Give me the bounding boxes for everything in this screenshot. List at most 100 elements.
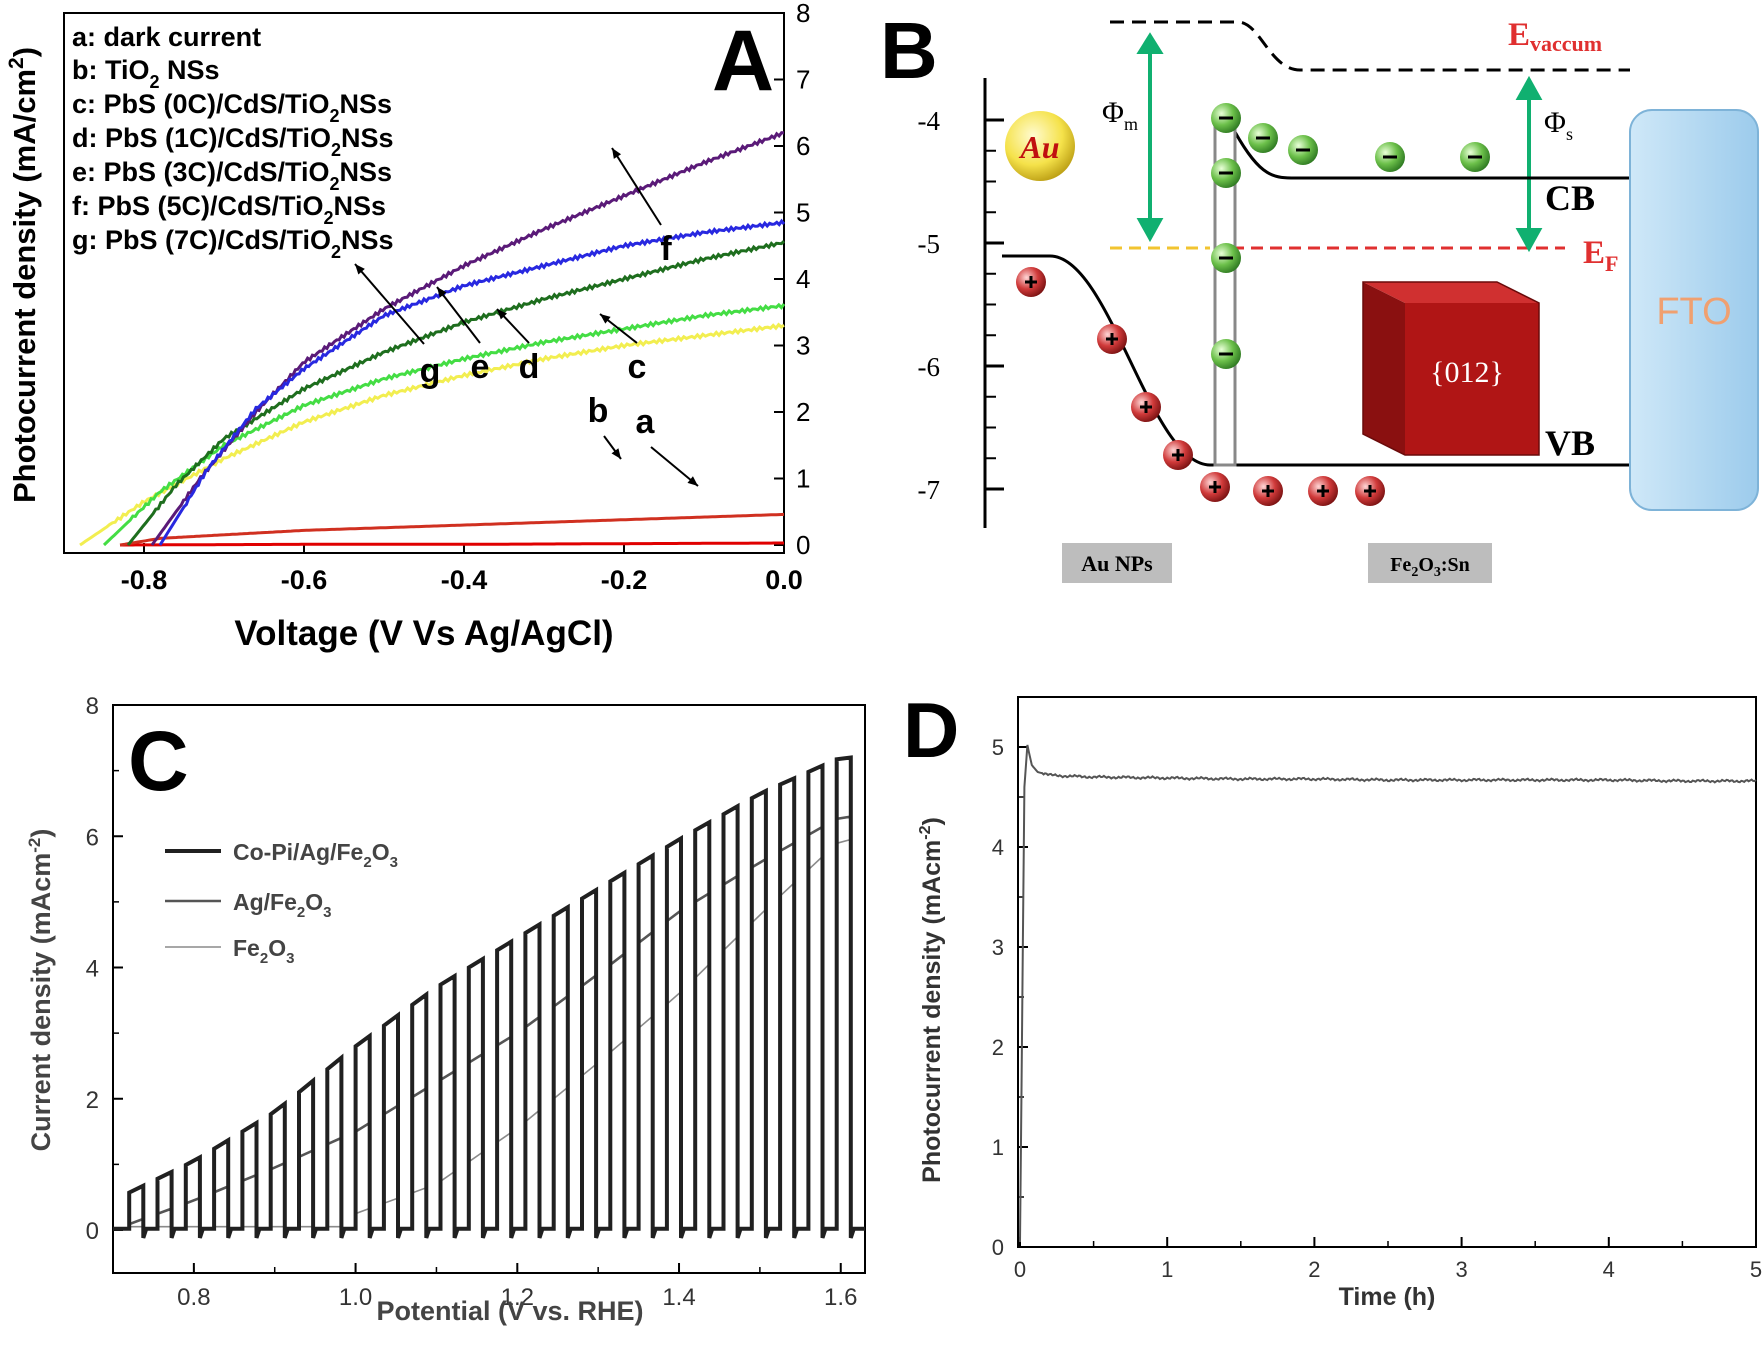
y-tick-label-a: 8 [796, 0, 810, 28]
x-tick-label-a: -0.2 [601, 565, 648, 595]
cube-facet-label: {012} [1430, 356, 1504, 389]
curve-arrow-a [650, 446, 699, 487]
y-tick-label-d: 5 [992, 735, 1004, 760]
curve-annotations-a: abc deg f [354, 147, 699, 487]
x-tick-label-a: -0.4 [441, 565, 488, 595]
curve-arrowhead-d [497, 309, 508, 320]
x-axis-label-a: Voltage (V Vs Ag/AgCl) [234, 614, 613, 653]
legend-c-label-3: Fe2O3 [233, 935, 294, 967]
curve-arrowhead-f [612, 148, 622, 159]
curve-arrow-g [354, 263, 425, 345]
fto-electrode [1629, 109, 1759, 511]
phi-s-arrow [1515, 75, 1543, 253]
y-tick-label-a: 1 [796, 464, 810, 494]
legend-a-line-f: f: PbS (5C)/CdS/TiO2NSs [72, 191, 386, 228]
curve-label-f: f [660, 230, 672, 268]
x-axis-label-c: Potential (V vs. RHE) [376, 1296, 643, 1326]
x-tick-label-c: 1.0 [339, 1284, 372, 1311]
legend-a: a: dark current b: TiO2 NSs c: PbS (0C)/… [72, 22, 394, 262]
y-tick-label-a: 0 [796, 530, 810, 560]
vb-label: VB [1545, 423, 1595, 463]
legend-c-label-1: Co-Pi/Ag/Fe2O3 [233, 839, 398, 871]
legend-a-line-e: e: PbS (3C)/CdS/TiO2NSs [72, 157, 392, 194]
series-group-c [113, 755, 865, 1239]
energy-ticks-b: -4 -5 -6 -7 [918, 106, 1004, 505]
au-particle [1005, 111, 1075, 181]
curve-arrowhead-a [687, 476, 698, 486]
panel-letter-a: A [712, 13, 774, 109]
valence-band-edge [1002, 254, 1630, 467]
x-tick-label-c: 0.8 [177, 1284, 210, 1311]
au-nps-label: Au NPs [1081, 551, 1153, 576]
series-line-copi-ag-fe2o3 [113, 755, 865, 1239]
x-tick-label-a: 0.0 [765, 565, 803, 595]
curve-label-a: a [636, 403, 656, 441]
fe2o3-sn-box [1368, 543, 1492, 583]
panel-a: -0.8 -0.6 -0.4 -0.2 0.0 0 1 2 3 4 5 6 7 8 A Voltage (… [5, 0, 810, 653]
legend-c-label-2: Ag/Fe2O3 [233, 889, 331, 921]
series-line-stability [1019, 744, 1757, 1243]
y-tick-label-c: 6 [86, 824, 99, 851]
curve-arrowhead-b [611, 448, 621, 459]
plot-frame-a [63, 12, 785, 554]
y-tick-label-a: 7 [796, 65, 810, 95]
curve-label-c: c [628, 348, 647, 386]
y-tick-label-a: 3 [796, 331, 810, 361]
y-tick-label-d: 2 [992, 1035, 1004, 1060]
panel-b: B -4 -5 -6 -7 Evaccum EF Φm Φs CB VB [880, 6, 1759, 583]
series-line-b [119, 512, 785, 547]
axis-ticks-d: 0 1 2 3 4 5 0 1 2 3 4 5 [992, 735, 1762, 1282]
curve-label-d: d [519, 348, 540, 386]
x-tick-label-c: 1.2 [501, 1284, 534, 1311]
curve-label-g: g [420, 352, 441, 390]
x-tick-label-d: 2 [1308, 1257, 1320, 1282]
panel-letter-c: C [128, 714, 189, 808]
y-tick-label-c: 8 [86, 693, 99, 720]
phi-m-label: Φm [1102, 96, 1138, 134]
series-line-g [158, 218, 786, 546]
x-tick-label-d: 4 [1603, 1257, 1615, 1282]
au-label: Au [1018, 129, 1059, 165]
y-axis-label-a-sup: 2 [5, 57, 28, 69]
y-tick-label-c: 2 [86, 1087, 99, 1114]
fto-label: FTO [1656, 291, 1731, 333]
legend-a-line-d: d: PbS (1C)/CdS/TiO2NSs [72, 123, 394, 160]
curve-arrowhead-g [355, 264, 365, 275]
curve-label-b: b [588, 392, 609, 430]
y-axis-label-a: Photocurrent density (mA/cm2) [5, 47, 42, 503]
x-axis-label-d: Time (h) [1339, 1283, 1436, 1311]
y-axis-label-c: Current density (mAcm-2) [25, 829, 56, 1152]
plot-frame-d [1017, 696, 1757, 1248]
x-tick-label-d: 1 [1161, 1257, 1173, 1282]
axis-ticks-a: -0.8 -0.6 -0.4 -0.2 0.0 0 1 2 3 4 5 6 7 8 [121, 0, 811, 595]
charge-carriers [1016, 103, 1490, 506]
y-tick-label-c: 0 [86, 1218, 99, 1245]
plot-frame-c [112, 704, 866, 1274]
vacuum-level-label: Evaccum [1508, 17, 1602, 56]
legend-a-line-a: a: dark current [72, 22, 261, 52]
energy-tick-label: -7 [918, 475, 941, 505]
y-axis-label-a-main: Photocurrent density (mA/cm [7, 69, 42, 503]
curve-label-e: e [471, 348, 490, 386]
legend-a-line-b: b: TiO2 NSs [72, 55, 220, 92]
series-line-a [120, 541, 784, 547]
x-tick-label-c: 1.4 [662, 1284, 695, 1311]
fe2o3-cube [1362, 281, 1540, 456]
x-tick-label-d: 0 [1014, 1257, 1026, 1282]
x-tick-label-a: -0.6 [281, 565, 328, 595]
y-tick-label-a: 6 [796, 131, 810, 161]
panel-c: 0.8 1.0 1.2 1.4 1.6 0 2 4 6 8 C Potential (V vs. … [25, 693, 866, 1326]
fe2o3-sn-label: Fe2O3:Sn [1390, 554, 1470, 580]
au-nps-box [1062, 543, 1172, 583]
panel-letter-d: D [903, 686, 959, 774]
y-tick-label-d: 0 [992, 1235, 1004, 1260]
y-tick-label-a: 5 [796, 198, 810, 228]
series-group-d [1019, 744, 1757, 1243]
y-tick-label-c: 4 [86, 956, 99, 983]
fermi-level-label: EF [1583, 235, 1618, 276]
vacuum-level-line [1110, 20, 1630, 72]
panel-d: 0 1 2 3 4 5 0 1 2 3 4 5 D Time (h) Photocurrent den… [903, 686, 1762, 1311]
series-line-c [79, 322, 785, 547]
energy-tick-label: -6 [918, 352, 941, 382]
